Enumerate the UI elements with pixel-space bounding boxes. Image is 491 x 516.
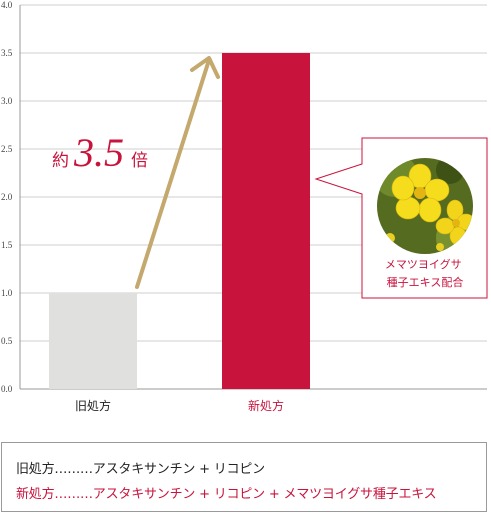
y-tick-label: 0.0: [1, 384, 13, 394]
growth-arrow: [135, 56, 220, 289]
y-tick-label: 2.5: [1, 144, 13, 154]
y-tick-label: 1.5: [1, 240, 13, 250]
multiplier-annotation: 約 3.5 倍: [52, 130, 148, 175]
yellow-flower-photo: [377, 158, 473, 254]
multiplier-value: 3.5: [73, 130, 124, 175]
category-label: 新処方: [248, 398, 284, 413]
bar-new-formula: [222, 53, 310, 389]
bar-chart: 0.0 0.5 1.0 1.5 2.0 2.5 3.0 3.5 4.0 旧処方 新処方 約 3.5…: [1, 0, 488, 413]
y-tick-label: 1.0: [1, 288, 13, 298]
y-tick-label: 4.0: [1, 0, 13, 10]
legend-new-formula: 新処方………アスタキサンチン + リコピン + メマツヨイグサ種子エキス: [16, 487, 437, 502]
y-tick-label: 3.0: [1, 96, 13, 106]
multiplier-prefix: 約: [52, 151, 69, 171]
callout-box: メマツヨイグサ 種子エキス配合: [314, 137, 488, 299]
arrow-head: [190, 56, 220, 79]
multiplier-suffix: 倍: [131, 151, 148, 171]
callout-text: メマツヨイグサ 種子エキス配合: [385, 257, 465, 289]
y-tick-label: 2.0: [1, 192, 13, 202]
bars: [49, 53, 310, 389]
category-label: 旧処方: [75, 398, 111, 413]
callout-line-2: 種子エキス配合: [387, 275, 464, 289]
arrow-shaft: [135, 58, 211, 289]
bar-old-formula: [49, 293, 137, 389]
y-axis-tick-labels: 0.0 0.5 1.0 1.5 2.0 2.5 3.0 3.5 4.0: [1, 0, 13, 394]
y-tick-label: 0.5: [1, 336, 13, 346]
legend-box: 旧処方………アスタキサンチン + リコピン 新処方………アスタキサンチン + リ…: [1, 442, 487, 512]
callout-line-1: メマツヨイグサ: [385, 257, 462, 271]
y-tick-label: 3.5: [1, 48, 13, 58]
legend-old-formula: 旧処方………アスタキサンチン + リコピン: [16, 462, 265, 477]
category-labels: 旧処方 新処方: [75, 398, 284, 413]
